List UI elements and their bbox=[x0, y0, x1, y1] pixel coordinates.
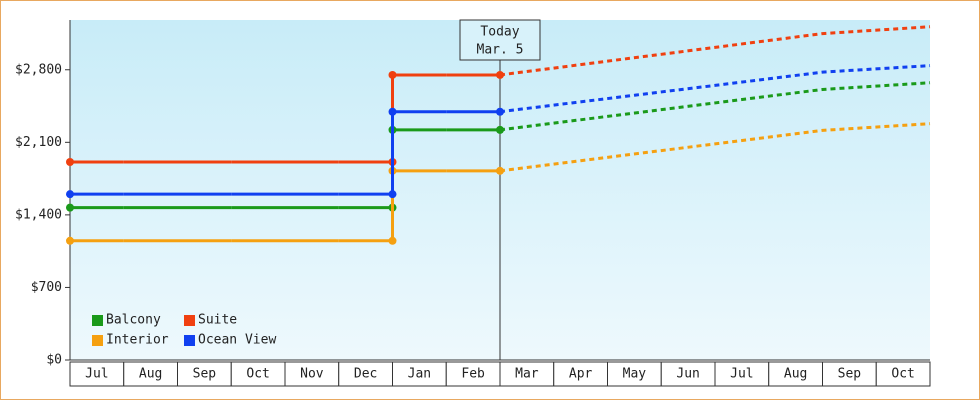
today-box bbox=[459, 19, 541, 61]
y-tick-label: $2,800 bbox=[15, 62, 62, 77]
x-tick-label: Aug bbox=[139, 367, 162, 382]
x-tick-label: Jan bbox=[408, 367, 431, 382]
legend-swatch bbox=[92, 315, 103, 326]
projection-line bbox=[499, 122, 931, 173]
projection-line bbox=[499, 25, 931, 77]
x-tick-label: Sep bbox=[838, 367, 862, 382]
x-tick-label: Oct bbox=[246, 367, 269, 382]
price-point bbox=[66, 158, 74, 167]
today-label: Today bbox=[480, 25, 519, 40]
legend-swatch bbox=[184, 335, 195, 346]
x-cell bbox=[875, 361, 931, 387]
x-cell bbox=[123, 361, 178, 387]
projection-line bbox=[499, 81, 931, 132]
x-cell bbox=[445, 361, 501, 387]
x-tick-label: May bbox=[623, 367, 647, 382]
price-point bbox=[388, 70, 397, 79]
x-cell bbox=[768, 361, 823, 387]
x-cell bbox=[714, 361, 770, 387]
price-point bbox=[388, 107, 397, 116]
x-cell bbox=[284, 361, 340, 387]
x-tick-label: Jul bbox=[730, 367, 753, 382]
x-tick-label: Dec bbox=[354, 367, 377, 382]
x-cell bbox=[499, 361, 555, 387]
y-tick-label: $1,400 bbox=[15, 207, 62, 222]
legend-label: Interior bbox=[106, 333, 169, 348]
price-point bbox=[66, 190, 74, 199]
x-tick-label: Jul bbox=[85, 367, 108, 382]
x-tick-label: Aug bbox=[784, 367, 807, 382]
y-tick-label: $0 bbox=[46, 353, 62, 368]
x-cell bbox=[338, 361, 393, 387]
legend-label: Ocean View bbox=[198, 333, 276, 348]
legend-label: Balcony bbox=[106, 313, 161, 328]
price-point bbox=[388, 190, 397, 199]
price-point bbox=[66, 203, 74, 212]
x-tick-label: Feb bbox=[461, 367, 485, 382]
legend-swatch bbox=[184, 315, 195, 326]
x-cell bbox=[660, 361, 716, 387]
price-point bbox=[496, 166, 504, 175]
y-tick-label: $700 bbox=[31, 280, 62, 295]
x-tick-label: Oct bbox=[891, 367, 914, 382]
x-cell bbox=[69, 361, 125, 387]
price-point bbox=[496, 107, 504, 116]
x-cell bbox=[177, 361, 232, 387]
price-point bbox=[388, 236, 397, 245]
x-cell bbox=[230, 361, 286, 387]
price-point bbox=[496, 70, 504, 79]
price-point bbox=[496, 125, 504, 134]
x-cell bbox=[553, 361, 608, 387]
x-tick-label: Sep bbox=[193, 367, 217, 382]
x-cell bbox=[392, 361, 447, 387]
x-tick-label: Apr bbox=[569, 367, 593, 382]
projection-line bbox=[499, 64, 931, 114]
x-tick-label: Jun bbox=[676, 367, 699, 382]
legend-label: Suite bbox=[198, 313, 237, 328]
legend-swatch bbox=[92, 335, 103, 346]
x-cell bbox=[822, 361, 877, 387]
y-tick-label: $2,100 bbox=[15, 135, 62, 150]
x-tick-label: Nov bbox=[300, 367, 324, 382]
today-date: Mar. 5 bbox=[477, 43, 524, 58]
x-tick-label: Mar bbox=[515, 367, 539, 382]
price-point bbox=[66, 236, 74, 245]
